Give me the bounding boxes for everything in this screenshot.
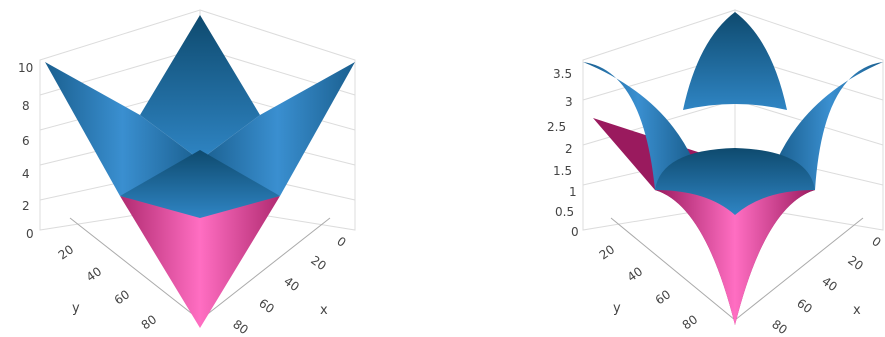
right-y-tick: 60 — [653, 287, 674, 307]
left-z-tick: 10 — [18, 61, 33, 75]
left-lower-surface — [120, 196, 280, 328]
left-y-tick: 80 — [139, 312, 160, 332]
left-z-tick: 2 — [22, 199, 30, 213]
left-x-axis-title: x — [320, 303, 328, 318]
right-y-axis-title: y — [613, 301, 621, 316]
surface-plot-left-canvas: 10 8 6 4 2 0 20 40 60 80 y 0 20 40 60 80… — [18, 9, 356, 337]
right-z-tick: 0.5 — [555, 205, 574, 219]
right-lower-surface-front — [655, 185, 815, 325]
surface-plot-left[interactable]: 10 8 6 4 2 0 20 40 60 80 y 0 20 40 60 80… — [0, 0, 443, 337]
right-z-tick: 1.5 — [553, 164, 572, 178]
right-x-axis-title: x — [853, 303, 861, 318]
right-y-tick: 20 — [597, 242, 618, 262]
surface-plot-right-canvas: 3.5 3 2.5 2 1.5 1 0.5 0 20 40 60 80 y 0 … — [547, 9, 884, 337]
right-y-tick: 40 — [625, 264, 646, 284]
left-x-tick: 60 — [256, 296, 277, 316]
right-z-tick: 3.5 — [553, 67, 572, 81]
left-y-tick: 60 — [112, 287, 133, 307]
left-z-tick: 6 — [22, 134, 30, 148]
left-upper-surface — [45, 15, 355, 218]
left-z-tick: 0 — [26, 227, 34, 241]
left-x-tick: 0 — [334, 234, 348, 250]
surface-plot-right[interactable]: 3.5 3 2.5 2 1.5 1 0.5 0 20 40 60 80 y 0 … — [443, 0, 885, 337]
left-y-tick: 40 — [84, 264, 105, 284]
right-z-tick: 0 — [571, 225, 579, 239]
left-y-axis-title: y — [72, 301, 80, 316]
right-x-tick: 80 — [769, 317, 790, 337]
right-y-tick: 80 — [680, 312, 701, 332]
right-x-tick: 20 — [845, 253, 866, 273]
right-z-tick: 3 — [565, 95, 573, 109]
right-z-tick: 2 — [565, 142, 573, 156]
left-y-tick: 20 — [56, 242, 77, 262]
right-x-tick: 0 — [869, 234, 883, 250]
left-z-tick: 8 — [22, 99, 30, 113]
left-x-tick: 20 — [308, 253, 329, 273]
right-x-tick: 60 — [794, 296, 815, 316]
right-x-tick: 40 — [819, 274, 840, 294]
right-z-tick: 1 — [569, 185, 577, 199]
left-x-tick: 40 — [281, 274, 302, 294]
left-z-tick: 4 — [22, 167, 30, 181]
right-z-tick: 2.5 — [547, 120, 566, 134]
left-x-tick: 80 — [230, 317, 251, 337]
right-upper-surface — [583, 12, 883, 215]
